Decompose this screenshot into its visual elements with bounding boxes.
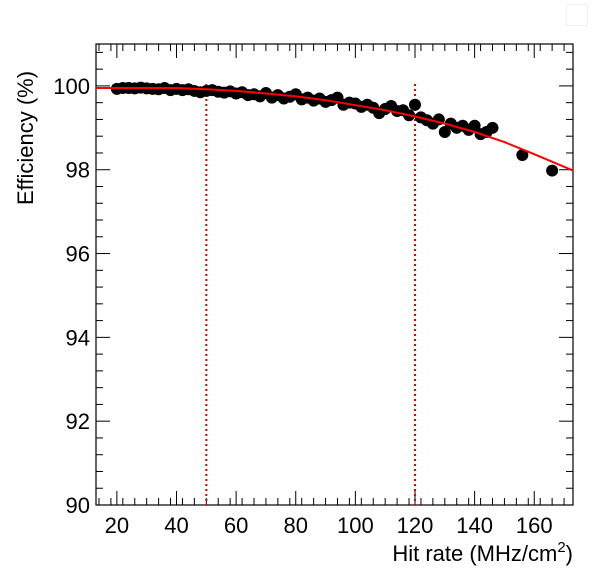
data-point xyxy=(486,121,499,134)
data-point xyxy=(516,149,529,162)
data-point xyxy=(546,164,559,177)
x-tick-label: 160 xyxy=(516,513,553,538)
canvas-corner-box xyxy=(566,4,588,26)
x-tick-label: 140 xyxy=(456,513,493,538)
x-tick-label: 80 xyxy=(284,513,308,538)
x-axis-title: Hit rate (MHz/cm2) xyxy=(392,539,573,566)
x-axis-title-main: Hit rate (MHz/cm xyxy=(392,541,557,566)
y-tick-label: 92 xyxy=(66,409,90,434)
x-tick-label: 40 xyxy=(164,513,188,538)
data-point xyxy=(408,98,421,111)
y-tick-label: 90 xyxy=(66,493,90,518)
x-tick-label: 120 xyxy=(397,513,434,538)
y-tick-label: 94 xyxy=(66,325,90,350)
data-point xyxy=(468,119,481,132)
data-point xyxy=(438,126,451,139)
plot-frame xyxy=(95,43,574,506)
x-tick-label: 20 xyxy=(105,513,129,538)
x-axis-title-close: ) xyxy=(566,541,573,566)
x-tick-label: 100 xyxy=(337,513,374,538)
y-tick-label: 100 xyxy=(53,74,90,99)
fit-curve xyxy=(96,87,574,172)
x-tick-label: 60 xyxy=(224,513,248,538)
x-axis-title-superscript: 2 xyxy=(557,539,565,556)
y-axis-title: Efficiency (%) xyxy=(13,71,38,205)
y-tick-label: 96 xyxy=(66,242,90,267)
y-tick-label: 98 xyxy=(66,158,90,183)
